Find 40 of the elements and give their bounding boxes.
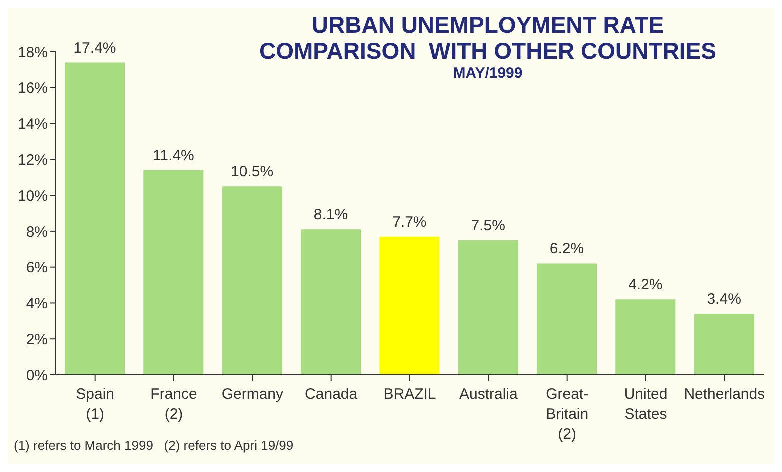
data-label: 7.5% xyxy=(471,217,506,234)
y-tick-label: 8% xyxy=(26,224,48,241)
y-tick-label: 14% xyxy=(18,116,48,134)
y-tick-label: 12% xyxy=(18,152,48,169)
bar xyxy=(537,264,597,375)
bar xyxy=(301,230,361,375)
x-tick-label: France (2) xyxy=(150,386,198,423)
bar xyxy=(222,186,282,375)
y-tick-label: 10% xyxy=(18,188,48,205)
x-tick-label: Canada xyxy=(305,386,358,403)
x-tick-label: Australia xyxy=(459,386,519,403)
data-label: 17.4% xyxy=(74,40,116,57)
chart-title: URBAN UNEMPLOYMENT RATE COMPARISON WITH OTHER COUNTRIES xyxy=(258,12,718,64)
text: (1) refers to March 1999 (2) refers to Apri 19/99 xyxy=(14,438,294,453)
data-label: 4.2% xyxy=(628,276,663,294)
data-label: 7.7% xyxy=(392,214,427,231)
y-tick-label: 2% xyxy=(26,331,48,348)
y-tick-label: 4% xyxy=(26,296,48,313)
bar xyxy=(65,62,125,375)
data-label: 6.2% xyxy=(550,240,584,258)
y-tick-label: 16% xyxy=(18,80,48,98)
data-label: 3.4% xyxy=(707,290,742,308)
data-label: 8.1% xyxy=(314,206,348,224)
bar xyxy=(380,236,440,375)
x-tick-label: Netherlands xyxy=(684,386,766,403)
data-label: 11.4% xyxy=(152,147,194,164)
x-tick-label: Germany xyxy=(222,386,284,403)
y-tick-label: 6% xyxy=(26,260,48,277)
x-tick-label: Great- Britain (2) xyxy=(546,386,589,443)
bar xyxy=(458,240,518,375)
x-tick-label: United States xyxy=(624,386,668,423)
data-label: 10.5% xyxy=(231,164,274,181)
y-tick-label: 18% xyxy=(18,44,48,62)
x-tick-label: BRAZIL xyxy=(384,386,436,403)
bar xyxy=(144,170,204,375)
y-tick-label: 0% xyxy=(26,367,48,384)
bar xyxy=(694,314,754,375)
bar xyxy=(616,300,676,375)
x-tick-label: Spain (1) xyxy=(76,386,115,423)
text: MAY/1999 xyxy=(452,64,524,84)
